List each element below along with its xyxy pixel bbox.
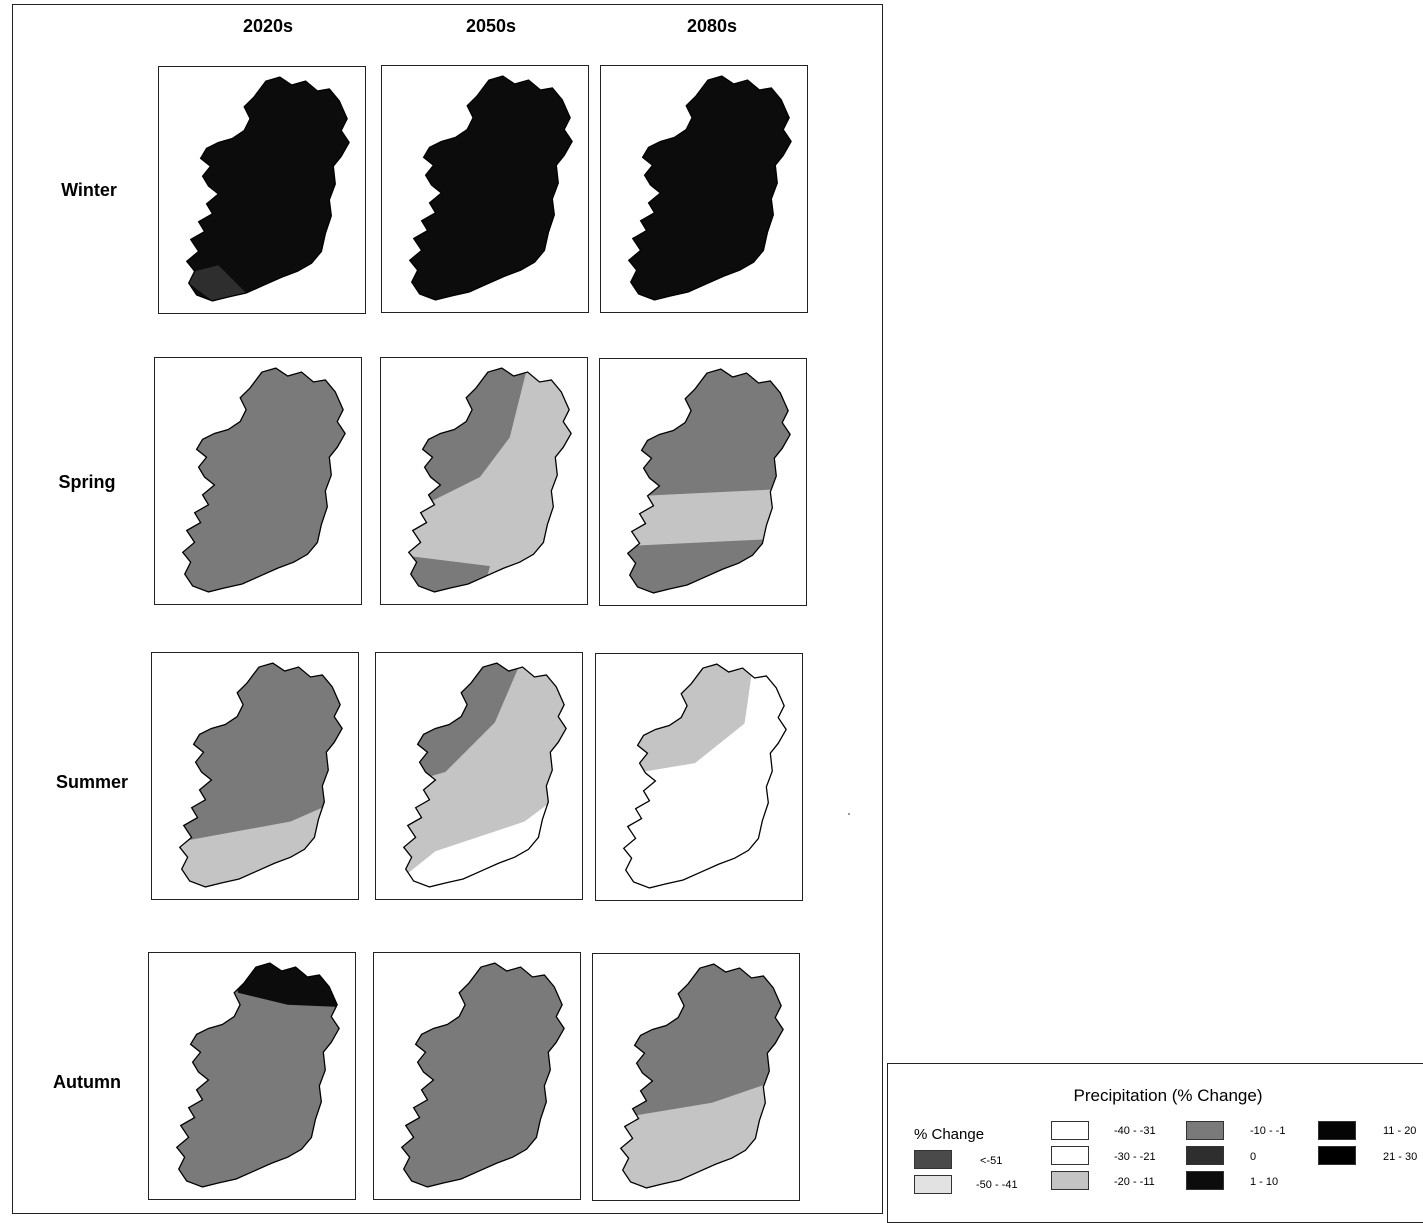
legend-swatch-lt-minus-51 bbox=[914, 1150, 952, 1169]
map-autumn-2050s bbox=[373, 952, 581, 1200]
map-fill-zone bbox=[188, 265, 247, 301]
map-spring-2020s bbox=[154, 357, 362, 605]
column-header-2020s: 2020s bbox=[242, 16, 294, 36]
map-autumn-2080s bbox=[592, 953, 800, 1201]
legend-swatch-m30-m21 bbox=[1051, 1146, 1089, 1165]
legend-swatch-p1-10 bbox=[1186, 1171, 1224, 1190]
legend-subtitle: % Change bbox=[914, 1126, 985, 1143]
map-spring-2050s bbox=[380, 357, 588, 605]
map-winter-2080s bbox=[600, 65, 808, 313]
legend-label: 0 bbox=[1250, 1151, 1257, 1163]
map-spring-2080s bbox=[599, 358, 807, 606]
legend-label: -40 - -31 bbox=[1114, 1125, 1156, 1137]
ireland-outline bbox=[622, 663, 787, 889]
map-fill-base bbox=[182, 368, 346, 592]
ireland-outline bbox=[626, 368, 791, 594]
map-summer-2080s bbox=[595, 653, 803, 901]
map-autumn-2020s bbox=[148, 952, 356, 1200]
ireland-outline bbox=[627, 75, 792, 301]
legend-swatch-m50-m41 bbox=[914, 1175, 952, 1194]
legend-swatch-zero bbox=[1186, 1146, 1224, 1165]
row-header-spring: Spring bbox=[58, 472, 116, 492]
legend: Precipitation (% Change) % Change <-51 -… bbox=[887, 1063, 1423, 1223]
row-header-winter: Winter bbox=[61, 180, 117, 200]
ireland-outline bbox=[408, 75, 573, 301]
figure-frame bbox=[12, 4, 883, 1214]
legend-label: 21 - 30 bbox=[1383, 1151, 1418, 1163]
ireland-outline bbox=[400, 962, 565, 1188]
legend-swatch-p21-30 bbox=[1318, 1146, 1356, 1165]
map-winter-2050s bbox=[381, 65, 589, 313]
map-fill-zone bbox=[408, 556, 490, 592]
legend-swatch-m20-m11 bbox=[1051, 1171, 1089, 1190]
legend-label: 11 - 20 bbox=[1383, 1125, 1417, 1137]
legend-label: 1 - 10 bbox=[1250, 1176, 1279, 1188]
map-summer-2050s bbox=[375, 652, 583, 900]
map-fill-base bbox=[409, 76, 573, 300]
ireland-outline bbox=[181, 367, 346, 593]
legend-title: Precipitation (% Change) bbox=[1073, 1086, 1263, 1105]
map-fill-base bbox=[628, 76, 792, 300]
legend-label: -20 - -11 bbox=[1114, 1176, 1155, 1188]
legend-swatch-m40-m31 bbox=[1051, 1121, 1089, 1140]
map-fill-base bbox=[186, 77, 350, 301]
row-header-summer: Summer bbox=[55, 772, 129, 792]
column-header-2050s: 2050s bbox=[465, 16, 517, 36]
ireland-outline bbox=[407, 367, 572, 593]
ireland-outline bbox=[175, 962, 340, 1188]
legend-swatch-p11-20 bbox=[1318, 1121, 1356, 1140]
legend-label: -50 - -41 bbox=[976, 1179, 1018, 1191]
stray-dot bbox=[848, 813, 850, 815]
map-winter-2020s bbox=[158, 66, 366, 314]
ireland-outline bbox=[402, 662, 567, 888]
legend-label: -10 - -1 bbox=[1250, 1125, 1286, 1137]
ireland-outline bbox=[619, 963, 784, 1189]
map-fill-zone bbox=[627, 487, 791, 548]
ireland-outline bbox=[185, 76, 350, 302]
row-header-autumn: Autumn bbox=[53, 1072, 121, 1092]
column-header-2080s: 2080s bbox=[686, 16, 738, 36]
legend-swatch-m10-m1 bbox=[1186, 1121, 1224, 1140]
legend-label: <-51 bbox=[980, 1155, 1003, 1167]
ireland-outline bbox=[178, 662, 343, 888]
map-fill-base bbox=[401, 963, 565, 1187]
map-summer-2020s bbox=[151, 652, 359, 900]
legend-label: -30 - -21 bbox=[1114, 1151, 1156, 1163]
